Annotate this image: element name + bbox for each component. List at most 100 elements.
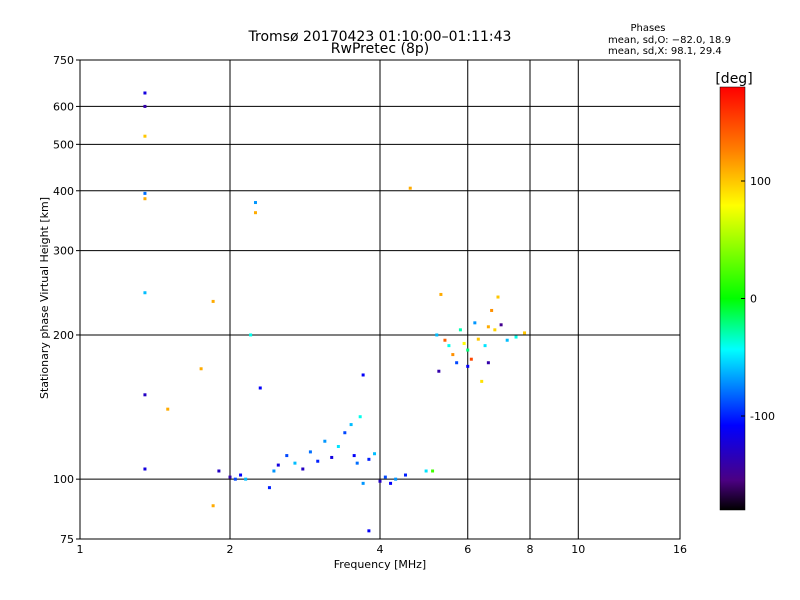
colorbar (719, 86, 746, 511)
data-point (437, 369, 441, 373)
data-point (480, 379, 484, 383)
data-point (166, 407, 170, 411)
y-tick-label: 300 (53, 245, 74, 258)
data-point (514, 335, 518, 339)
data-point (383, 475, 387, 479)
axis-ticks: 1 2 4 6 8 10 16 75 100 200 300 400 500 600 750 (53, 54, 687, 556)
data-point (258, 386, 262, 390)
chart-title: Tromsø 20170423 01:10:00–01:11:43 (248, 29, 512, 45)
y-tick-label: 600 (53, 100, 74, 113)
data-point (301, 467, 305, 471)
data-point (233, 477, 237, 481)
data-point (447, 344, 451, 348)
data-point (373, 452, 377, 456)
data-point (267, 486, 271, 490)
data-point (285, 454, 289, 458)
data-point (378, 479, 382, 483)
data-point (143, 91, 147, 95)
data-point (143, 191, 147, 195)
data-point (308, 450, 312, 454)
data-point (367, 529, 371, 533)
data-point (253, 211, 257, 215)
data-point (358, 415, 362, 419)
grid-lines (80, 60, 680, 539)
data-point (469, 357, 473, 361)
data-point (490, 308, 494, 312)
data-point (431, 469, 435, 473)
data-point (330, 455, 334, 459)
data-point (352, 454, 356, 458)
data-point (523, 331, 527, 335)
x-tick-label: 2 (227, 543, 234, 556)
data-point (403, 473, 407, 477)
data-point (244, 477, 248, 481)
y-tick-label: 500 (53, 138, 74, 151)
colorbar-ticks: 100 0 -100 (741, 175, 775, 423)
data-point (361, 481, 365, 485)
colorbar-tick-label: -100 (750, 410, 775, 423)
chart-subtitle: RwPretec (8p) (331, 41, 429, 57)
data-point (293, 461, 297, 465)
data-points (143, 91, 527, 533)
data-point (253, 201, 257, 205)
data-point (349, 423, 353, 427)
data-point (486, 325, 490, 329)
data-point (476, 337, 480, 341)
data-point (483, 344, 487, 348)
data-point (493, 328, 497, 332)
data-point (486, 361, 490, 365)
data-point (367, 457, 371, 461)
data-point (496, 295, 500, 299)
data-point (394, 477, 398, 481)
data-point (355, 461, 359, 465)
colorbar-tick-label: 100 (750, 175, 771, 188)
y-tick-label: 400 (53, 185, 74, 198)
y-axis-label: Stationary phase Virtual Height [km] (38, 197, 51, 399)
data-point (443, 338, 447, 342)
data-point (408, 186, 412, 190)
data-point (143, 467, 147, 471)
data-point (316, 459, 320, 463)
x-axis-label: Frequency [MHz] (334, 558, 426, 571)
data-point (276, 463, 280, 467)
y-tick-label: 200 (53, 329, 74, 342)
data-point (458, 328, 462, 332)
data-point (239, 473, 243, 477)
colorbar-tick-label: 0 (750, 293, 757, 306)
data-point (473, 321, 477, 325)
data-point (199, 367, 203, 371)
x-tick-label: 10 (571, 543, 585, 556)
stats-line-x: mean, sd,X: 98.1, 29.4 (608, 46, 722, 57)
data-point (323, 439, 327, 443)
data-point (143, 197, 147, 201)
data-point (143, 291, 147, 295)
data-point (211, 299, 215, 303)
x-tick-label: 1 (77, 543, 84, 556)
x-tick-label: 6 (464, 543, 471, 556)
data-point (439, 292, 443, 296)
data-point (505, 338, 509, 342)
x-tick-label: 8 (527, 543, 534, 556)
data-point (466, 364, 470, 368)
data-point (466, 348, 470, 352)
data-point (455, 361, 459, 365)
data-point (272, 469, 276, 473)
data-point (143, 134, 147, 138)
data-point (361, 373, 365, 377)
data-point (228, 475, 232, 479)
data-point (389, 481, 393, 485)
data-point (249, 333, 253, 337)
stats-line-o: mean, sd,O: −82.0, 18.9 (608, 35, 731, 46)
data-point (499, 323, 503, 327)
y-tick-label: 100 (53, 473, 74, 486)
x-tick-label: 4 (377, 543, 384, 556)
data-point (451, 353, 455, 357)
stats-heading: Phases (630, 23, 665, 34)
colorbar-label: [deg] (715, 71, 752, 87)
data-point (143, 393, 147, 397)
data-point (435, 333, 439, 337)
data-point (462, 341, 466, 345)
x-tick-label: 16 (673, 543, 687, 556)
data-point (217, 469, 221, 473)
